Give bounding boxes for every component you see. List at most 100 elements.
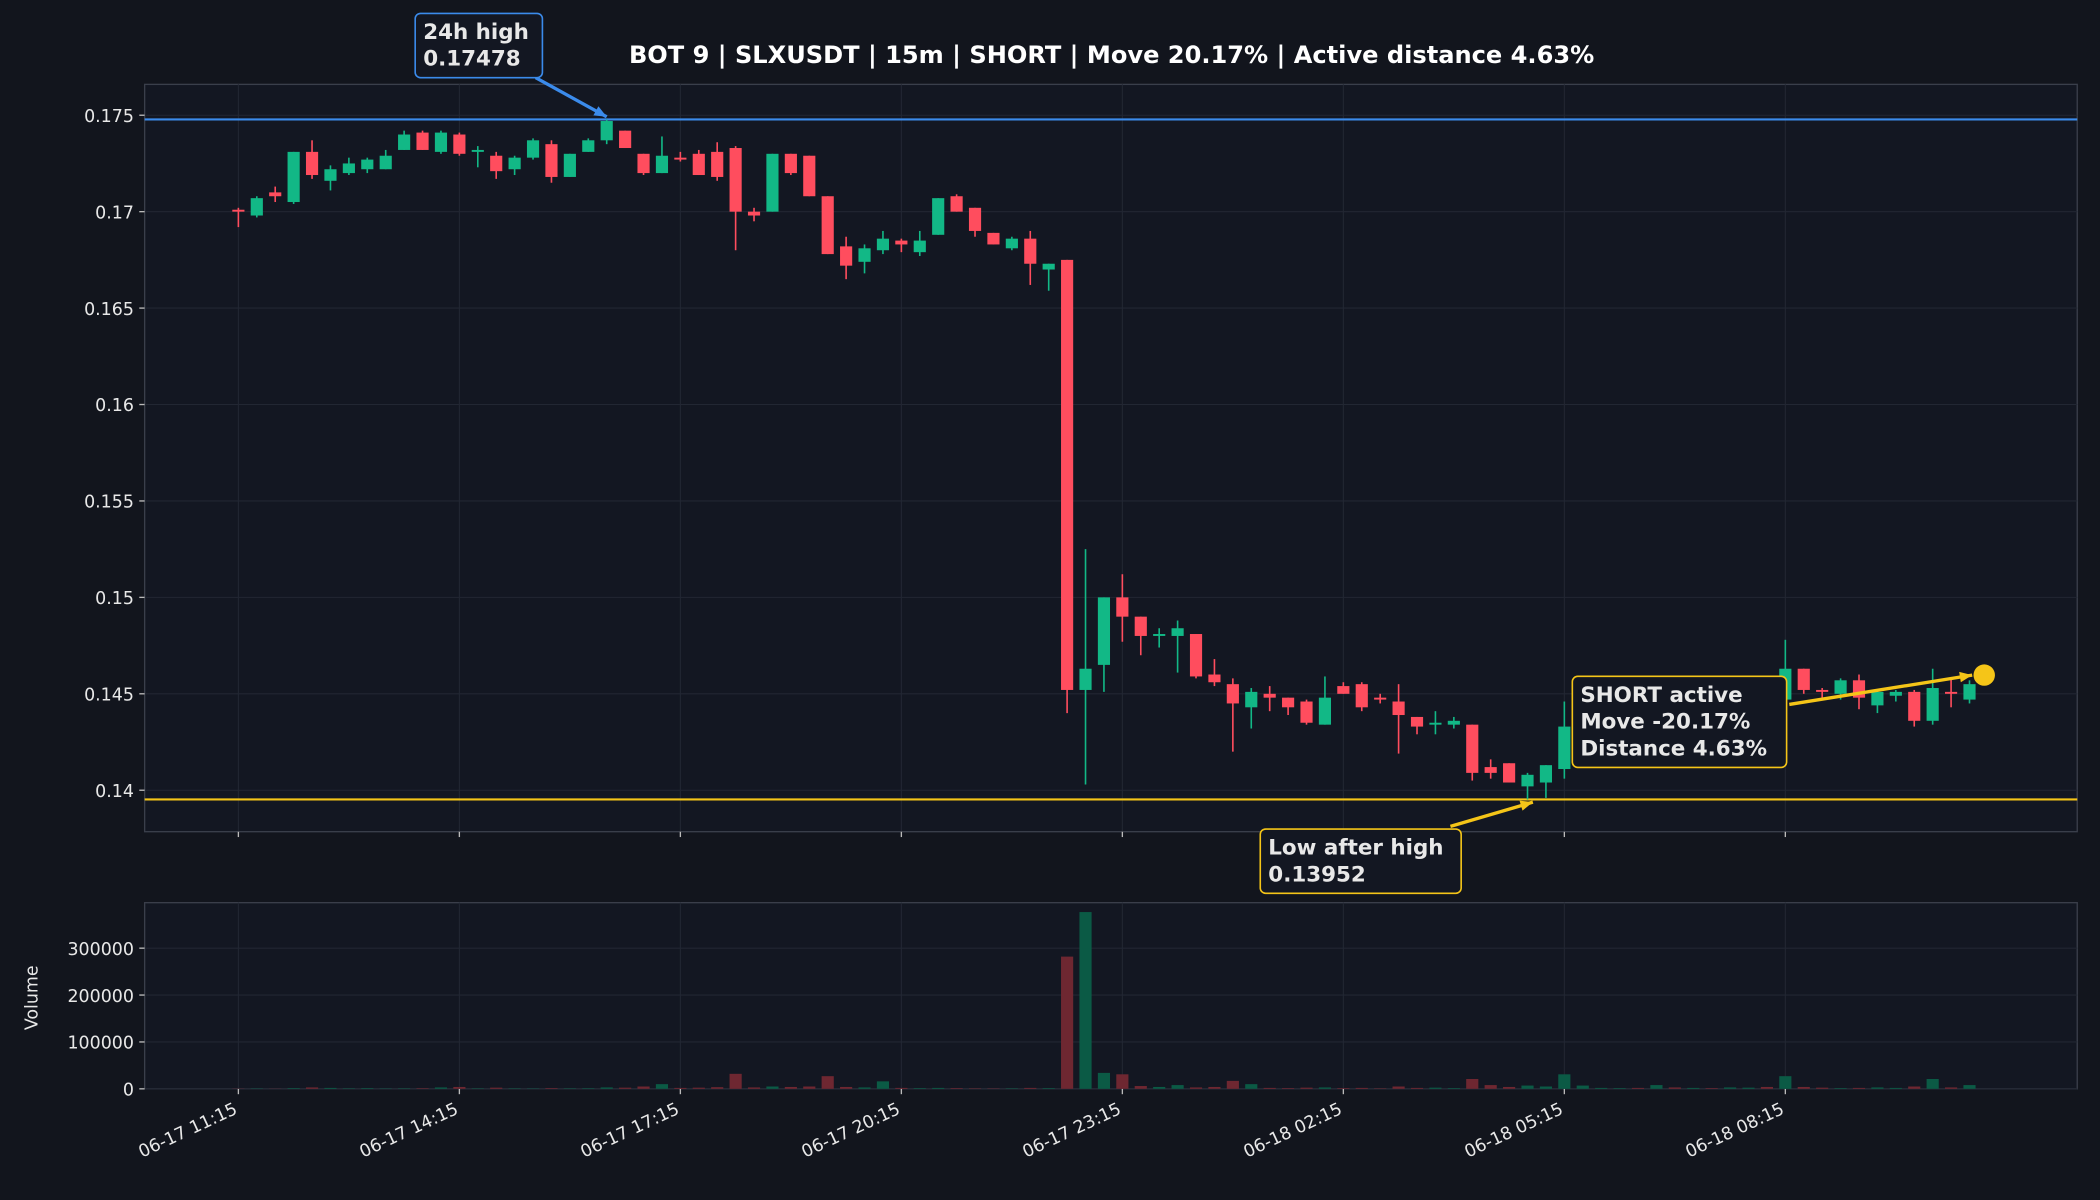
volume-bar bbox=[1097, 1072, 1111, 1089]
volume-bar bbox=[324, 1087, 337, 1089]
volume-bar bbox=[1171, 1085, 1184, 1089]
candle-body bbox=[876, 238, 890, 251]
volume-bar bbox=[1355, 1087, 1368, 1089]
candle-body bbox=[1503, 763, 1516, 783]
candle-body bbox=[1889, 691, 1902, 696]
y-tick-label: 0 bbox=[123, 1081, 134, 1101]
volume-bar bbox=[766, 1086, 779, 1089]
volume-bar bbox=[1742, 1087, 1755, 1089]
volume-bar bbox=[1226, 1080, 1239, 1089]
annotation-text: 24h high bbox=[423, 20, 529, 45]
volume-bar bbox=[711, 1087, 724, 1089]
volume-bar bbox=[1687, 1087, 1700, 1089]
candle-body bbox=[932, 198, 945, 235]
candle-body bbox=[600, 121, 613, 141]
volume-bar bbox=[1668, 1087, 1681, 1089]
candle-body bbox=[913, 240, 926, 253]
volume-bar bbox=[619, 1087, 632, 1089]
volume-bar bbox=[1484, 1085, 1497, 1089]
volume-bar bbox=[729, 1073, 742, 1089]
candle-body bbox=[766, 153, 779, 212]
volume-bar bbox=[913, 1088, 926, 1089]
volume-bar bbox=[1189, 1087, 1203, 1089]
volume-bar bbox=[1889, 1087, 1902, 1089]
annotation-arrow bbox=[534, 76, 608, 119]
volume-bar bbox=[1724, 1087, 1737, 1089]
candle-body bbox=[508, 157, 521, 170]
volume-bar bbox=[1153, 1086, 1166, 1089]
y-tick-label: 0.155 bbox=[84, 493, 134, 513]
candle-body bbox=[232, 209, 245, 212]
annotation-arrow bbox=[1789, 673, 1973, 707]
volume-bar bbox=[1834, 1088, 1847, 1089]
candle-body bbox=[250, 198, 263, 216]
candle-body bbox=[1429, 722, 1442, 725]
volume-bar bbox=[1797, 1086, 1810, 1089]
candle-body bbox=[1871, 691, 1884, 706]
candle-body bbox=[1042, 263, 1055, 270]
candle-body bbox=[416, 132, 429, 150]
y-tick-label: 0.145 bbox=[84, 686, 134, 706]
candle-body bbox=[1945, 691, 1958, 694]
candle-body bbox=[840, 246, 853, 266]
candle-body bbox=[1208, 674, 1221, 683]
candle-body bbox=[1908, 691, 1921, 721]
candle-body bbox=[324, 169, 337, 181]
candle-body bbox=[563, 153, 576, 177]
volume-bar bbox=[1061, 956, 1074, 1089]
volume-bar bbox=[1816, 1087, 1829, 1089]
volume-bar bbox=[674, 1087, 687, 1089]
volume-bar bbox=[858, 1087, 871, 1089]
candle-body bbox=[1116, 597, 1129, 617]
volume-bar bbox=[637, 1086, 650, 1089]
volume-bar bbox=[1705, 1088, 1718, 1089]
volume-bar bbox=[1595, 1087, 1608, 1089]
candle-body bbox=[1134, 616, 1147, 636]
volume-bar bbox=[876, 1081, 890, 1089]
volume-bar bbox=[1208, 1086, 1221, 1089]
candle-body bbox=[1521, 774, 1534, 787]
current-price-marker bbox=[1973, 664, 1995, 686]
annotation-box bbox=[414, 12, 544, 79]
candle-body bbox=[287, 151, 300, 203]
volume-bar bbox=[1852, 1087, 1866, 1089]
volume-bar bbox=[1503, 1086, 1516, 1089]
candle-body bbox=[361, 159, 374, 170]
candle-body bbox=[1374, 697, 1387, 700]
candle-body bbox=[1539, 765, 1553, 783]
volume-bar bbox=[1263, 1087, 1276, 1089]
candle-body bbox=[342, 163, 355, 174]
volume-bar bbox=[1908, 1086, 1921, 1089]
volume-bar bbox=[434, 1087, 448, 1089]
volume-bar bbox=[1576, 1085, 1589, 1089]
volume-bar bbox=[655, 1084, 669, 1089]
annotation-text: Distance 4.63% bbox=[1580, 736, 1767, 761]
volume-bar bbox=[784, 1086, 797, 1089]
volume-bar bbox=[1558, 1074, 1571, 1089]
volume-bar bbox=[1779, 1076, 1792, 1089]
volume-bar bbox=[1318, 1087, 1332, 1089]
candle-body bbox=[1024, 238, 1037, 264]
volume-bar bbox=[1613, 1088, 1626, 1089]
candle-body bbox=[1558, 726, 1571, 770]
volume-bar bbox=[1079, 912, 1092, 1089]
candle-body bbox=[453, 134, 466, 154]
volume-bar bbox=[361, 1088, 374, 1089]
volume-bar bbox=[840, 1086, 853, 1089]
volume-bar bbox=[1521, 1085, 1534, 1089]
volume-bar bbox=[895, 1087, 908, 1089]
annotation-arrowhead bbox=[1519, 800, 1533, 811]
candle-body bbox=[784, 153, 797, 174]
chart-title: BOT 9 | SLXUSDT | 15m | SHORT | Move 20.… bbox=[629, 41, 1594, 69]
volume-bar bbox=[1466, 1078, 1479, 1089]
annotation-text: 0.17478 bbox=[423, 47, 521, 72]
volume-bar bbox=[1760, 1086, 1773, 1089]
volume-bar bbox=[305, 1087, 319, 1089]
annotation-text: Low after high bbox=[1268, 835, 1443, 860]
annotation-text: Move -20.17% bbox=[1580, 710, 1750, 735]
candle-body bbox=[968, 207, 982, 231]
y-tick-label: 0.17 bbox=[95, 203, 134, 223]
candle-body bbox=[711, 151, 724, 177]
volume-bar bbox=[1300, 1087, 1313, 1089]
